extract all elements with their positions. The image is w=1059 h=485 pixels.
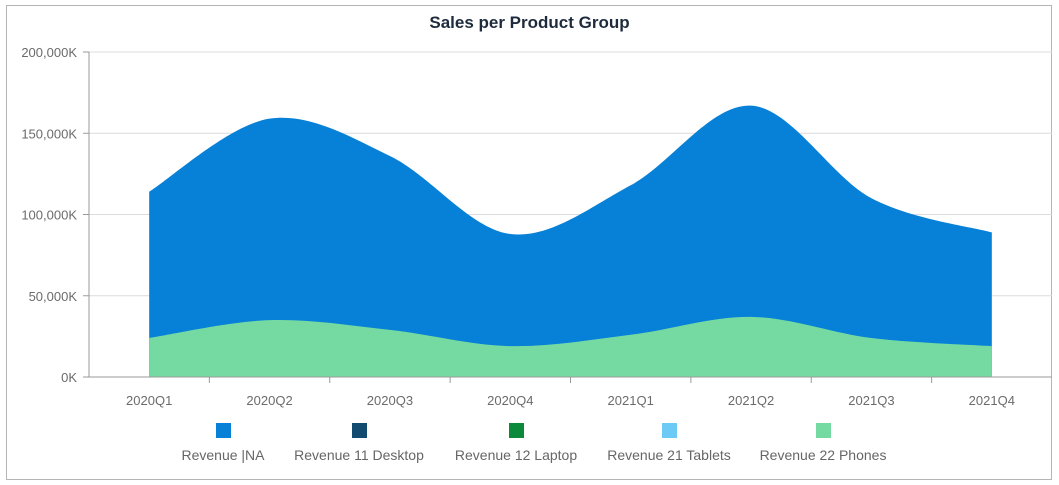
- legend-label: Revenue 21 Tablets: [607, 447, 731, 463]
- y-tick-label: 100,000K: [21, 208, 77, 223]
- legend-swatch: [509, 423, 524, 438]
- x-tick-label: 2021Q2: [728, 393, 774, 408]
- x-tick-label: 2021Q4: [969, 393, 1015, 408]
- x-tick-label: 2020Q1: [126, 393, 172, 408]
- legend-swatch: [216, 423, 231, 438]
- legend-label: Revenue 12 Laptop: [455, 447, 577, 463]
- legend-label: Revenue |NA: [181, 447, 265, 463]
- x-tick-label: 2021Q1: [608, 393, 654, 408]
- legend-label: Revenue 11 Desktop: [294, 447, 424, 463]
- legend-label: Revenue 22 Phones: [760, 447, 887, 463]
- x-tick-label: 2020Q2: [246, 393, 292, 408]
- x-tick-label: 2021Q3: [848, 393, 894, 408]
- y-tick-label: 150,000K: [21, 126, 77, 141]
- legend-swatch: [352, 423, 367, 438]
- area-revenue-na: [149, 105, 992, 377]
- y-tick-label: 200,000K: [21, 45, 77, 60]
- chart-title: Sales per Product Group: [429, 13, 630, 32]
- x-tick-label: 2020Q3: [367, 393, 413, 408]
- x-tick-label: 2020Q4: [487, 393, 533, 408]
- legend-swatch: [662, 423, 677, 438]
- area-revenue-22-phones: [149, 316, 992, 377]
- y-tick-label: 50,000K: [29, 289, 78, 304]
- legend-swatch: [816, 423, 831, 438]
- y-tick-label: 0K: [61, 370, 77, 385]
